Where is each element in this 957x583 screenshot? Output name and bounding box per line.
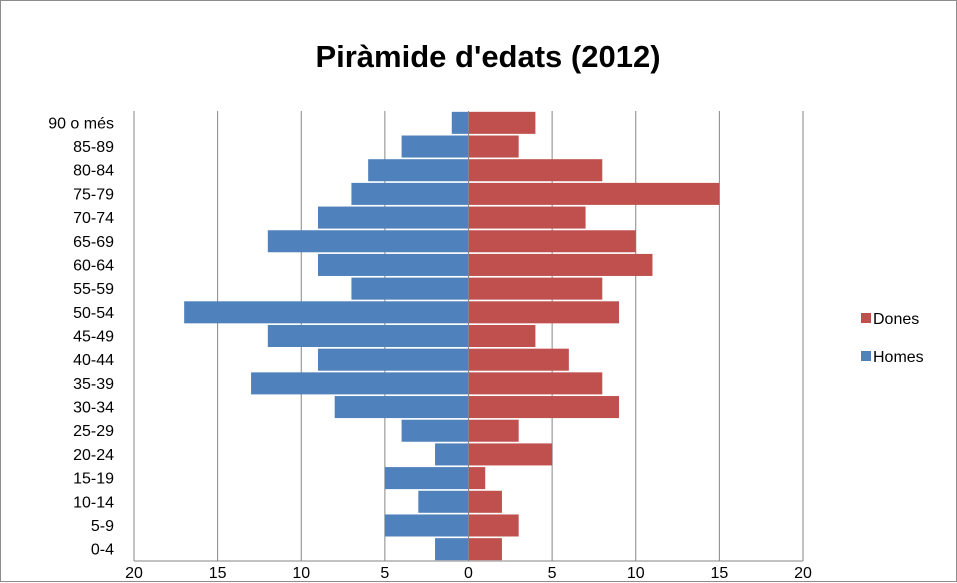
x-tick-labels: 20 15 10 5 0 5 10 15 20 <box>125 565 812 582</box>
bar-homes-80-84 <box>368 159 469 182</box>
category-label: 65-69 <box>73 234 114 251</box>
bar-homes-10-14 <box>418 490 469 513</box>
bar-dones-60-64 <box>468 253 653 276</box>
category-label: 0-4 <box>91 542 114 559</box>
bar-homes-50-54 <box>184 301 469 324</box>
bar-dones-90-o-més <box>468 111 536 134</box>
category-label: 45-49 <box>73 329 114 346</box>
bar-dones-20-24 <box>468 443 553 466</box>
bar-dones-70-74 <box>468 206 586 229</box>
bar-dones-15-19 <box>468 467 486 490</box>
bar-homes-85-89 <box>401 135 469 158</box>
bar-dones-25-29 <box>468 419 519 442</box>
category-label: 75-79 <box>73 186 114 203</box>
chart-title: Piràmide d'edats (2012) <box>315 39 660 74</box>
bar-dones-10-14 <box>468 490 502 513</box>
bar-dones-50-54 <box>468 301 620 324</box>
bar-homes-40-44 <box>317 348 469 371</box>
bar-dones-0-4 <box>468 538 502 561</box>
bar-dones-85-89 <box>468 135 519 158</box>
category-label: 60-64 <box>73 257 114 274</box>
bar-dones-55-59 <box>468 277 603 300</box>
x-tick-label: 15 <box>209 565 227 582</box>
bar-dones-65-69 <box>468 230 636 253</box>
legend-label-homes: Homes <box>873 349 924 366</box>
category-label: 80-84 <box>73 163 114 180</box>
category-label: 35-39 <box>73 376 114 393</box>
category-label: 85-89 <box>73 139 114 156</box>
bar-dones-45-49 <box>468 324 536 348</box>
bar-homes-0-4 <box>435 538 469 561</box>
axes <box>134 111 803 562</box>
bar-homes-25-29 <box>401 419 469 442</box>
category-label: 20-24 <box>73 447 114 464</box>
category-labels: 0-4 5-9 10-14 15-19 20-24 25-29 30-34 35-39 40-4… <box>48 115 114 558</box>
bar-homes-70-74 <box>317 206 469 229</box>
bar-dones-5-9 <box>468 514 519 537</box>
legend-label-dones: Dones <box>873 311 919 328</box>
x-tick-label: 20 <box>794 565 812 582</box>
bar-homes-30-34 <box>334 396 469 419</box>
x-tick-label: 15 <box>710 565 728 582</box>
bar-homes-35-39 <box>251 372 469 395</box>
bar-dones-75-79 <box>468 182 720 205</box>
category-label: 70-74 <box>73 210 114 227</box>
bar-homes-45-49 <box>267 324 469 348</box>
category-label: 40-44 <box>73 352 114 369</box>
x-tick-label: 0 <box>464 565 473 582</box>
bar-homes-60-64 <box>317 253 469 276</box>
x-tick-label: 10 <box>292 565 310 582</box>
category-label: 55-59 <box>73 281 114 298</box>
bars <box>184 111 720 561</box>
bar-homes-90-o-més <box>451 111 469 134</box>
category-label: 90 o més <box>48 115 114 132</box>
category-label: 50-54 <box>73 305 114 322</box>
bar-homes-20-24 <box>435 443 469 466</box>
bar-homes-15-19 <box>384 467 469 490</box>
bar-dones-35-39 <box>468 372 603 395</box>
category-label: 15-19 <box>73 471 114 488</box>
category-label: 25-29 <box>73 423 114 440</box>
x-tick-label: 20 <box>125 565 143 582</box>
bar-homes-75-79 <box>351 182 469 205</box>
legend-swatch-dones <box>861 313 871 323</box>
category-label: 30-34 <box>73 400 114 417</box>
legend-swatch-homes <box>861 351 871 361</box>
bar-dones-40-44 <box>468 348 569 371</box>
category-label: 10-14 <box>73 494 114 511</box>
category-label: 5-9 <box>91 518 114 535</box>
bar-homes-5-9 <box>384 514 469 537</box>
bar-dones-30-34 <box>468 396 620 419</box>
legend: Dones Homes <box>861 311 924 366</box>
x-tick-label: 10 <box>627 565 645 582</box>
x-tick-label: 5 <box>380 565 389 582</box>
bar-homes-55-59 <box>351 277 469 300</box>
bar-dones-80-84 <box>468 159 603 182</box>
bar-homes-65-69 <box>267 230 469 253</box>
x-tick-label: 5 <box>548 565 557 582</box>
